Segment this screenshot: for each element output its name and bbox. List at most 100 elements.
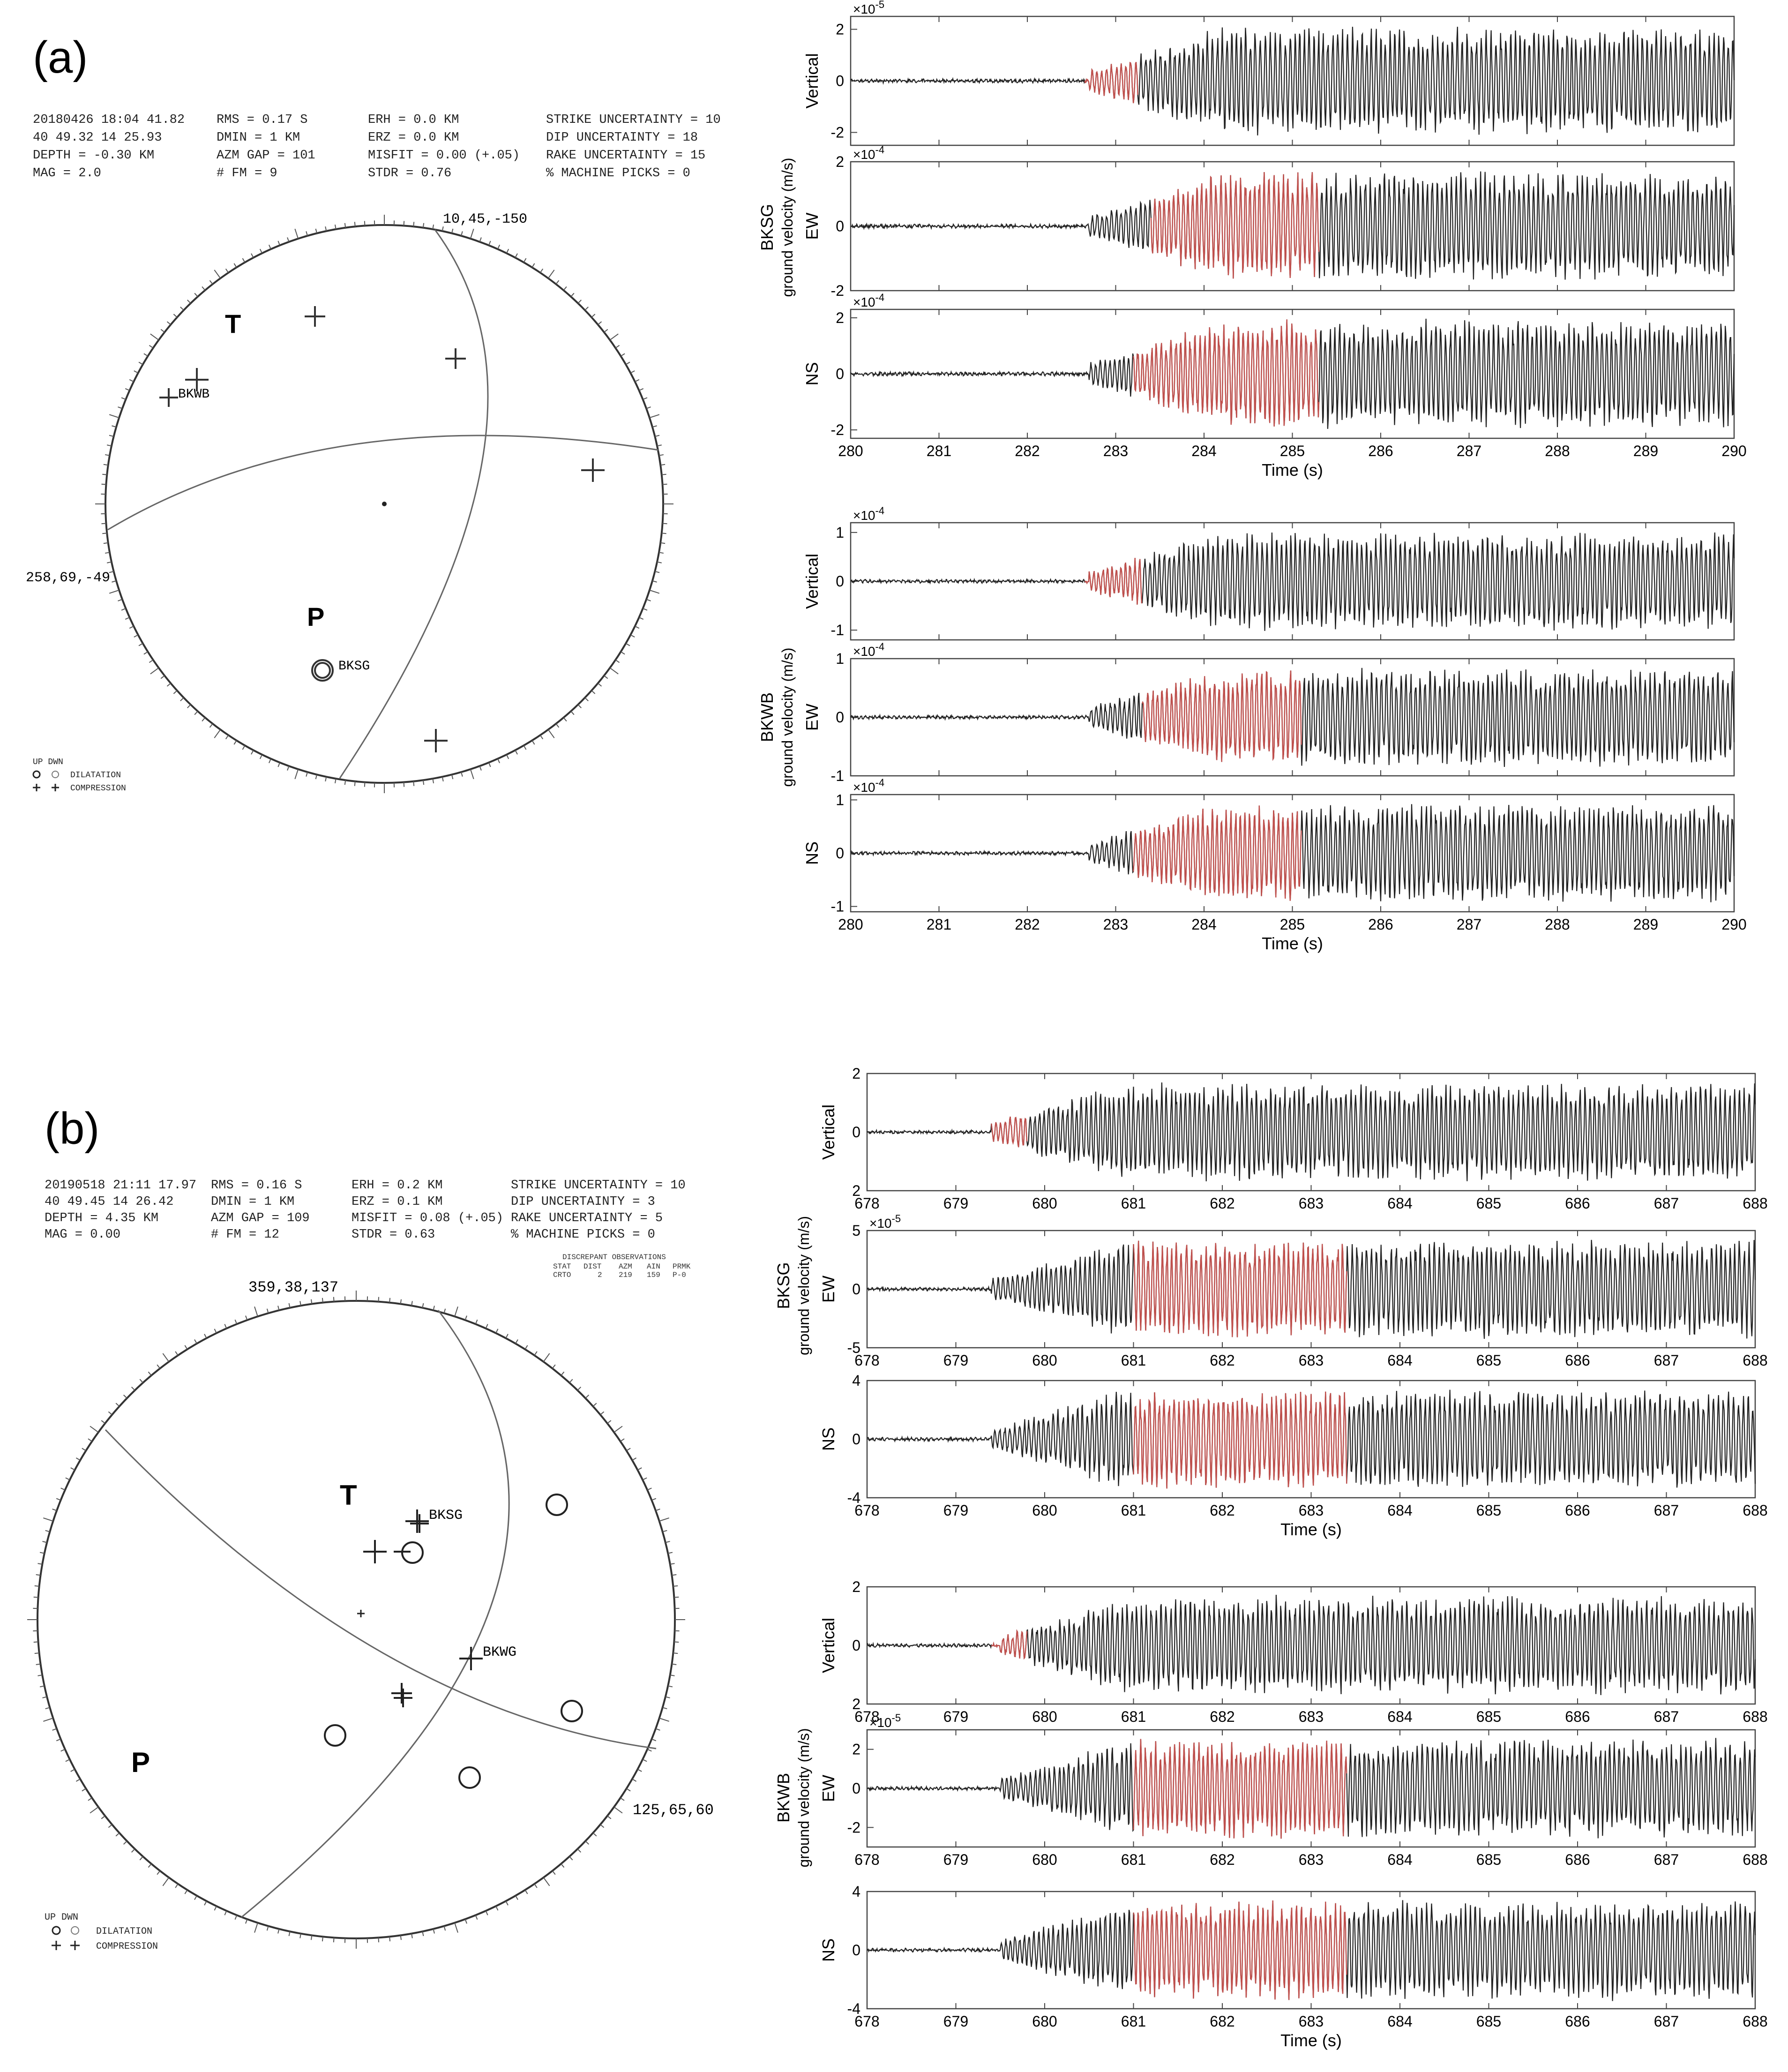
legend-b: UP DWN DILATATION COMPRESSION — [45, 1912, 158, 1952]
highlighted-window-trace — [1084, 557, 1143, 605]
x-tick-label: 681 — [1121, 2013, 1146, 2030]
panel-a-header: 20180426 18:04 41.82 RMS = 0.17 S ERH = … — [33, 113, 721, 180]
x-axis-title: Time (s) — [1262, 934, 1323, 953]
y-exponent-power: -5 — [892, 1712, 901, 1724]
sphere-tick — [552, 1364, 556, 1369]
highlighted-window-trace — [1133, 805, 1302, 901]
sphere-tick — [620, 1797, 625, 1801]
x-tick-label: 290 — [1721, 916, 1746, 933]
header-b-r3-c0: MAG = 0.00 — [45, 1228, 120, 1242]
x-tick-label: 688 — [1743, 1502, 1767, 1519]
discrepant-val-1: 2 — [598, 1271, 602, 1279]
sphere-tick — [214, 270, 221, 279]
x-tick-label: 686 — [1565, 1851, 1590, 1868]
dilatation-marks-a — [311, 659, 334, 682]
waveform-group-bkwb-b: 2 0 2 Vertical 678 679 680 681 682 683 684 685 686 68… — [774, 1578, 1768, 2050]
sphere-tick — [411, 1933, 413, 1938]
panel-b-label: (b) — [45, 1104, 99, 1154]
legend-header-b: UP DWN — [45, 1912, 78, 1923]
sphere-tick — [552, 1870, 556, 1875]
y-tick-label: -2 — [847, 1819, 860, 1836]
y-tick-label: -2 — [831, 124, 844, 141]
nodal-plane-1-b — [105, 1429, 657, 1749]
discrepant-title: DISCREPANT OBSERVATIONS — [562, 1253, 666, 1261]
header-a-r1-c2: ERZ = 0.0 KM — [368, 131, 459, 145]
sphere-tick — [269, 244, 271, 249]
highlighted-window-trace — [1133, 319, 1320, 427]
channel-ns: 4 0 -4 NS 678 679 680 681 682 683 684 685 686 687 688 — [819, 1883, 1768, 2030]
sphere-tick — [121, 608, 126, 611]
legend-dilatation-icon-2-a — [52, 771, 59, 778]
sphere-tick — [70, 1769, 75, 1772]
x-tick-label: 687 — [1654, 1352, 1679, 1369]
plane2-label-b: 125,65,60 — [633, 1802, 714, 1819]
channel-label: EW — [802, 704, 822, 731]
sphere-tick — [461, 231, 463, 236]
sphere-tick — [65, 1759, 70, 1762]
sphere-tick — [56, 1498, 61, 1501]
sphere-tick — [432, 225, 434, 230]
x-tick-label: 679 — [943, 1502, 968, 1519]
x-tick-label: 683 — [1299, 1352, 1324, 1369]
sphere-tick — [148, 1863, 152, 1868]
sphere-tick — [543, 1353, 550, 1362]
sphere-tick — [288, 1931, 291, 1937]
sphere-tick — [625, 643, 630, 646]
y-exponent-label: ×10-5 — [869, 1213, 901, 1231]
x-tick-label: 688 — [1743, 1851, 1767, 1868]
x-tick-label: 680 — [1032, 2013, 1057, 2030]
y-tick-label: 2 — [836, 309, 844, 326]
header-a-r2-c2: MISFIT = 0.00 (+.05) — [368, 149, 520, 163]
x-tick-label: 678 — [854, 1708, 879, 1725]
sphere-tick — [173, 690, 178, 694]
plane2-label-a: 258,69,-49 — [26, 570, 110, 586]
sphere-tick — [101, 1815, 105, 1819]
sphere-tick — [233, 740, 237, 745]
sphere-tick — [625, 361, 630, 365]
x-tick-label: 688 — [1743, 1708, 1767, 1725]
sphere-tick — [39, 1685, 45, 1688]
legend-dilatation-a: DILATATION — [70, 771, 121, 780]
sphere-tick — [36, 1663, 41, 1666]
sphere-tick — [234, 1319, 238, 1324]
sphere-tick — [626, 1788, 631, 1792]
dilatation-marks-b — [324, 1494, 583, 1789]
sphere-tick — [225, 735, 229, 740]
sphere-tick — [585, 1394, 590, 1399]
sphere-tick — [187, 704, 191, 708]
channel-label: NS — [819, 1938, 838, 1962]
x-tick-label: 686 — [1565, 1352, 1590, 1369]
sphere-tick — [598, 683, 602, 687]
panel-a-focal-mechanism: (a) 20180426 18:04 41.82 RMS = 0.17 S ER… — [26, 32, 721, 793]
header-a-r0-c1: RMS = 0.17 S — [217, 113, 307, 127]
discrepant-col-4: PRMK — [673, 1262, 691, 1271]
header-a-r0-c2: ERH = 0.0 KM — [368, 113, 459, 127]
sphere-tick — [39, 1552, 45, 1554]
sphere-tick — [214, 729, 221, 738]
x-tick-label: 289 — [1633, 916, 1658, 933]
x-tick-label: 284 — [1191, 916, 1216, 933]
station-label: BKWB — [774, 1773, 793, 1823]
sphere-tick — [555, 280, 560, 285]
station-label: BKSG — [774, 1262, 793, 1309]
sphere-tick — [245, 1919, 248, 1924]
sphere-tick — [635, 625, 640, 629]
highlighted-window-trace — [1133, 1240, 1347, 1337]
sphere-tick — [413, 781, 415, 786]
sphere-tick — [194, 711, 198, 715]
sphere-tick — [288, 1303, 291, 1308]
y-tick-label: 5 — [852, 1222, 860, 1239]
sphere-tick — [604, 329, 608, 333]
x-tick-label: 679 — [943, 1352, 968, 1369]
legend-compression-a: COMPRESSION — [70, 784, 126, 793]
discrepant-col-0: STAT — [553, 1262, 571, 1271]
x-tick-label: 684 — [1387, 1708, 1412, 1725]
x-tick-label: 684 — [1387, 2013, 1412, 2030]
y-tick-label: 2 — [836, 153, 844, 170]
channel-vertical: 2 0 2 Vertical 678 679 680 681 682 683 684 685 686 68… — [819, 1065, 1768, 1212]
sphere-tick — [662, 1530, 667, 1532]
sphere-tick — [479, 237, 482, 242]
channel-label: Vertical — [802, 554, 822, 609]
x-tick-label: 684 — [1387, 1195, 1412, 1212]
sphere-tick — [591, 690, 596, 694]
